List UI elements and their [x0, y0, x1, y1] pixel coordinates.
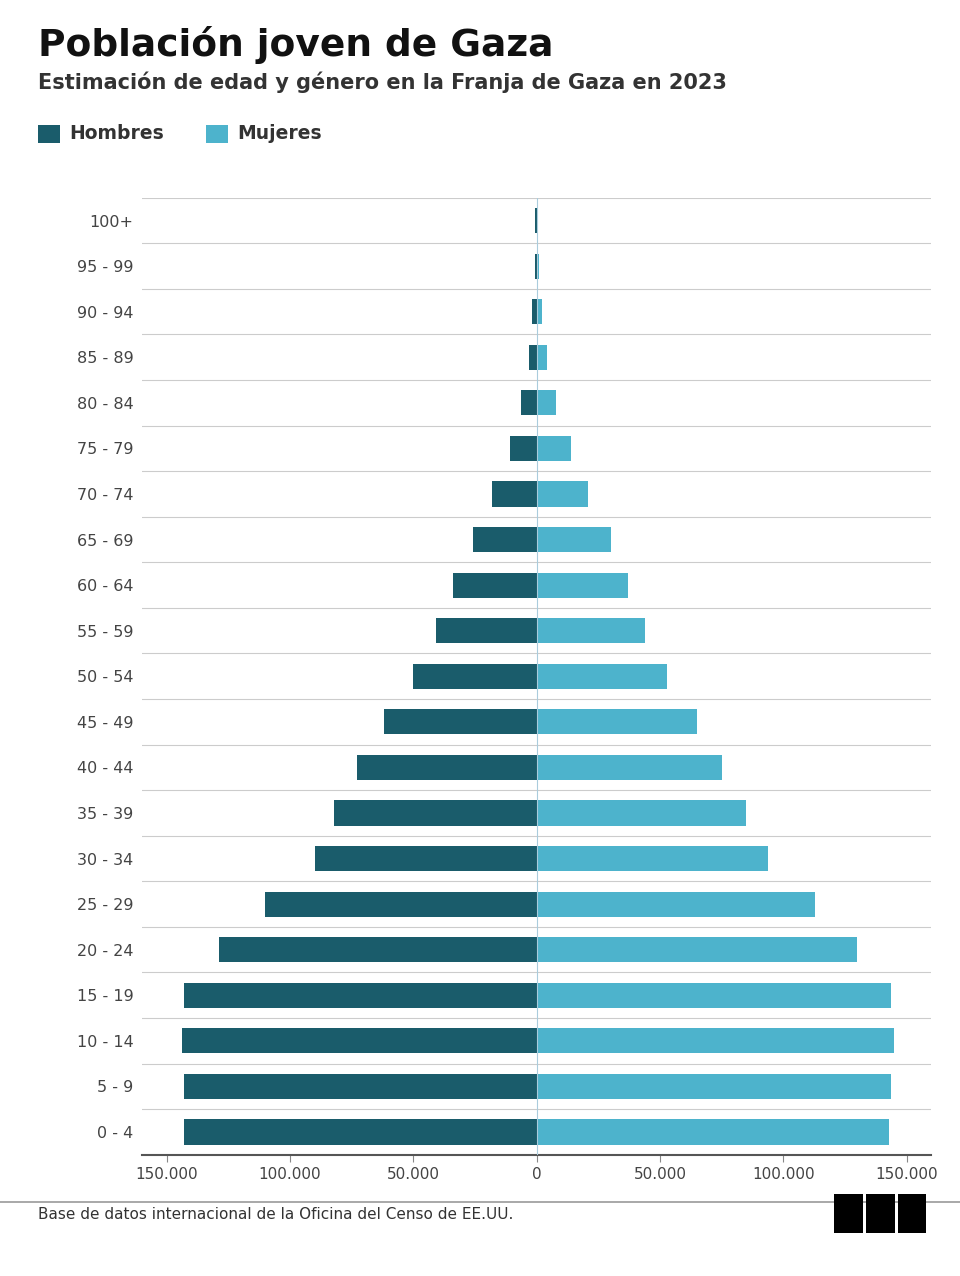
Bar	[219, 937, 537, 962]
Text: C: C	[906, 1207, 918, 1220]
Bar	[537, 846, 768, 872]
Bar	[537, 664, 667, 689]
Bar	[537, 208, 539, 234]
Bar	[537, 800, 746, 826]
Bar	[537, 345, 546, 370]
Bar	[315, 846, 537, 872]
Bar	[537, 1074, 891, 1099]
Bar	[537, 481, 588, 507]
Text: Estimación de edad y género en la Franja de Gaza en 2023: Estimación de edad y género en la Franja…	[38, 71, 728, 93]
Bar	[510, 436, 537, 461]
Bar	[537, 390, 557, 416]
Bar	[414, 664, 537, 689]
Bar	[356, 755, 537, 780]
Text: Base de datos internacional de la Oficina del Censo de EE.UU.: Base de datos internacional de la Oficin…	[38, 1207, 514, 1222]
Bar	[537, 937, 857, 962]
Bar	[334, 800, 537, 826]
Bar	[184, 1119, 537, 1145]
Bar	[532, 299, 537, 324]
Bar	[492, 481, 537, 507]
Text: B: B	[842, 1207, 855, 1220]
Text: Mujeres: Mujeres	[237, 125, 322, 143]
Bar	[184, 1074, 537, 1099]
Bar	[529, 345, 537, 370]
Bar	[537, 573, 628, 597]
Bar	[472, 527, 537, 553]
Text: Población joven de Gaza: Población joven de Gaza	[38, 26, 554, 64]
Bar	[537, 983, 891, 1008]
Text: B: B	[874, 1207, 887, 1220]
Bar	[535, 254, 537, 278]
Bar	[537, 709, 697, 735]
Bar	[537, 299, 542, 324]
Bar	[265, 892, 537, 916]
Bar	[384, 709, 537, 735]
Bar	[453, 573, 537, 597]
Bar	[537, 436, 571, 461]
Text: Hombres: Hombres	[69, 125, 164, 143]
Bar	[537, 527, 611, 553]
Bar	[537, 892, 815, 916]
Bar	[537, 254, 540, 278]
Bar	[536, 208, 537, 234]
Bar	[520, 390, 537, 416]
Bar	[537, 1119, 889, 1145]
Bar	[537, 618, 645, 643]
Bar	[537, 755, 722, 780]
Bar	[181, 1028, 537, 1054]
Bar	[537, 1028, 894, 1054]
Bar	[436, 618, 537, 643]
Bar	[184, 983, 537, 1008]
